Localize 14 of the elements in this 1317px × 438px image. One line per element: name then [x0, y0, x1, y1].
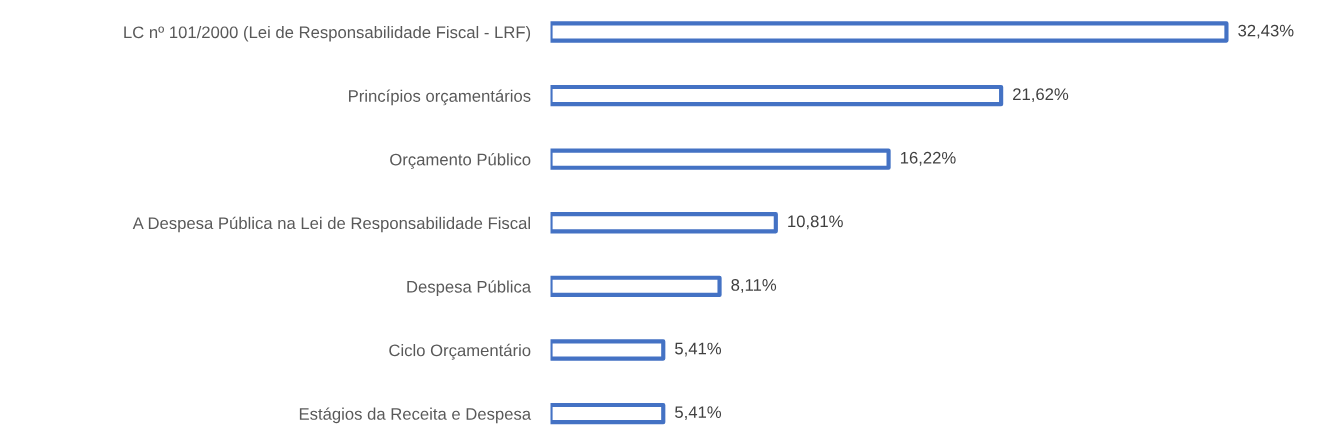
data-label: 16,22%	[900, 151, 956, 166]
y-tick-label: Orçamento Público	[390, 153, 531, 169]
y-tick-label: Despesa Pública	[407, 280, 532, 296]
data-label: 10,81%	[788, 215, 843, 230]
y-tick-label: A Despesa Pública na Lei de Responsabilidade Fiscal	[132, 216, 530, 233]
data-label: 8,11%	[731, 279, 777, 293]
data-label: 5,41%	[675, 406, 722, 420]
y-tick-label: Princípios orçamentários	[349, 89, 531, 106]
data-label: 5,41%	[675, 342, 722, 357]
y-tick-label: LC nº 101/2000 (Lei de Responsabilidade Fiscal - LRF)	[124, 25, 531, 42]
y-tick-label: Estágios da Receita e Despesa	[299, 407, 532, 424]
y-tick-label: Ciclo Orçamentário	[389, 343, 531, 360]
data-label: 21,62%	[1013, 88, 1069, 103]
data-label: 32,43%	[1238, 24, 1294, 39]
